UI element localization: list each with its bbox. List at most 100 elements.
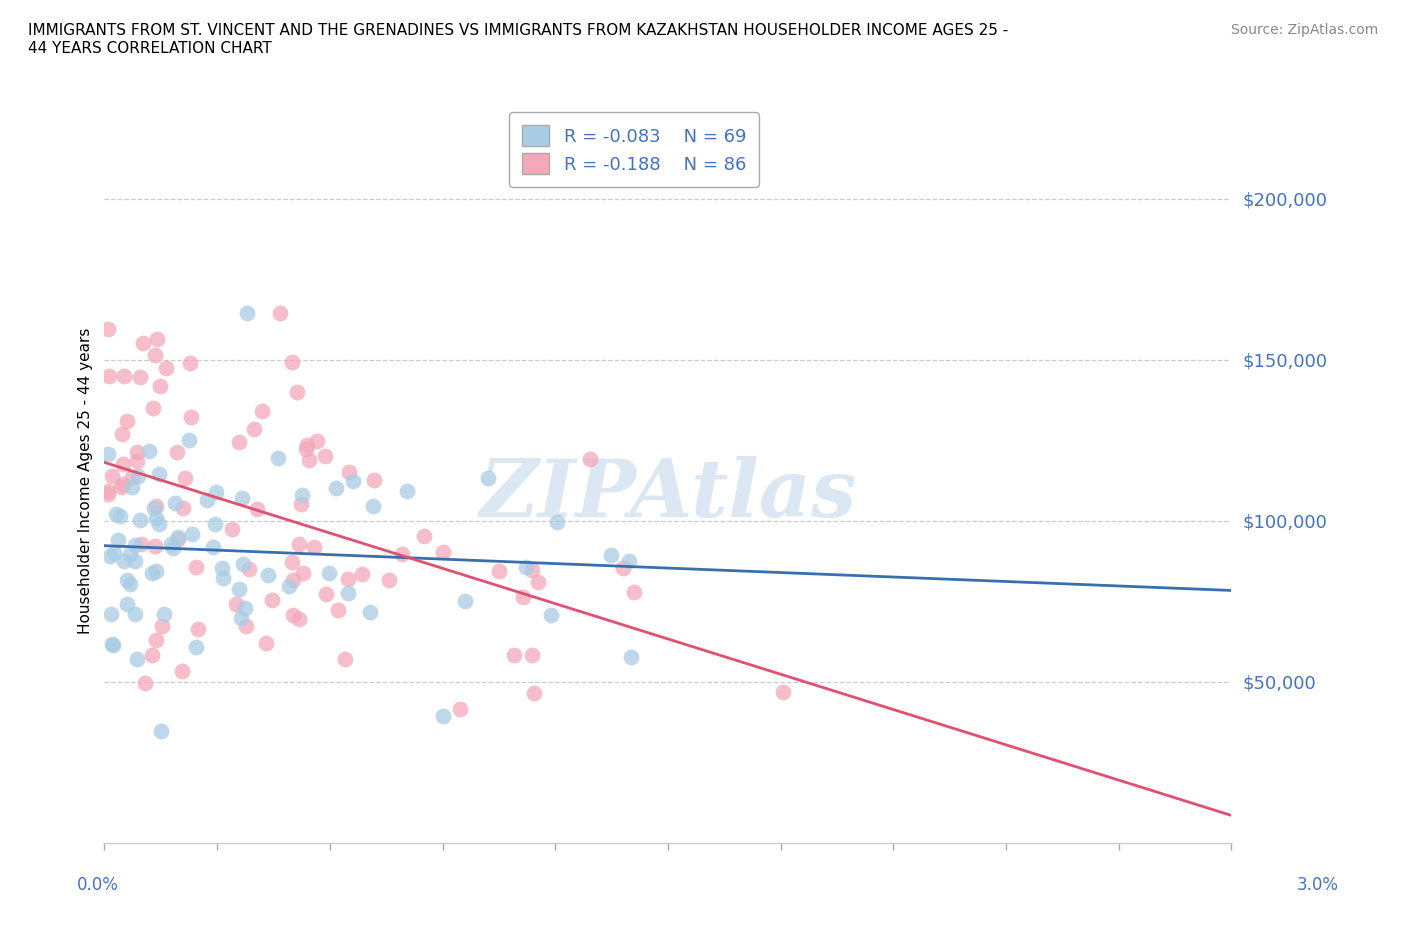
- Point: [412, 528, 434, 543]
- Point: [172, 500, 194, 515]
- Point: [145, 564, 167, 578]
- Point: [285, 384, 308, 399]
- Point: [266, 451, 288, 466]
- Point: [314, 448, 336, 463]
- Point: [280, 355, 302, 370]
- Point: [377, 573, 399, 588]
- Point: [205, 485, 228, 499]
- Point: [359, 604, 381, 619]
- Point: [174, 471, 197, 485]
- Point: [127, 445, 149, 459]
- Point: [180, 526, 202, 541]
- Text: 3.0%: 3.0%: [1296, 876, 1339, 895]
- Point: [619, 553, 641, 568]
- Point: [142, 501, 165, 516]
- Point: [772, 684, 794, 699]
- Point: [325, 480, 347, 495]
- Point: [295, 437, 318, 452]
- Point: [149, 724, 172, 738]
- Point: [520, 563, 543, 578]
- Point: [231, 557, 253, 572]
- Point: [288, 612, 311, 627]
- Point: [149, 379, 172, 393]
- Point: [225, 597, 247, 612]
- Point: [391, 547, 413, 562]
- Point: [302, 539, 325, 554]
- Point: [121, 480, 143, 495]
- Point: [540, 607, 562, 622]
- Point: [294, 441, 316, 456]
- Point: [520, 647, 543, 662]
- Point: [179, 355, 201, 370]
- Point: [112, 553, 135, 568]
- Point: [579, 452, 602, 467]
- Point: [623, 585, 645, 600]
- Point: [291, 487, 314, 502]
- Text: IMMIGRANTS FROM ST. VINCENT AND THE GRENADINES VS IMMIGRANTS FROM KAZAKHSTAN HOU: IMMIGRANTS FROM ST. VINCENT AND THE GREN…: [28, 23, 1008, 56]
- Point: [138, 444, 160, 458]
- Point: [211, 560, 233, 575]
- Point: [235, 618, 257, 633]
- Point: [143, 348, 166, 363]
- Point: [288, 537, 311, 551]
- Point: [163, 496, 186, 511]
- Point: [101, 468, 124, 483]
- Point: [250, 404, 273, 418]
- Point: [100, 636, 122, 651]
- Point: [231, 490, 253, 505]
- Point: [118, 577, 141, 591]
- Point: [395, 484, 418, 498]
- Point: [281, 607, 304, 622]
- Point: [127, 454, 149, 469]
- Point: [546, 515, 568, 530]
- Point: [201, 539, 224, 554]
- Point: [180, 410, 202, 425]
- Point: [336, 585, 359, 600]
- Point: [221, 522, 243, 537]
- Point: [142, 401, 165, 416]
- Point: [155, 360, 177, 375]
- Point: [134, 675, 156, 690]
- Point: [159, 537, 181, 551]
- Point: [512, 590, 534, 604]
- Point: [103, 546, 125, 561]
- Point: [143, 538, 166, 553]
- Point: [432, 545, 454, 560]
- Point: [167, 532, 190, 547]
- Point: [620, 649, 643, 664]
- Point: [111, 476, 134, 491]
- Point: [477, 471, 499, 485]
- Point: [148, 517, 170, 532]
- Point: [238, 562, 260, 577]
- Point: [526, 575, 548, 590]
- Point: [262, 593, 284, 608]
- Point: [298, 452, 321, 467]
- Point: [115, 413, 138, 428]
- Point: [98, 369, 121, 384]
- Point: [204, 517, 226, 532]
- Point: [97, 322, 120, 337]
- Point: [254, 635, 277, 650]
- Point: [111, 427, 134, 442]
- Point: [114, 368, 136, 383]
- Point: [291, 566, 314, 581]
- Point: [342, 473, 364, 488]
- Point: [148, 466, 170, 481]
- Point: [305, 433, 328, 448]
- Point: [515, 559, 537, 574]
- Point: [145, 633, 167, 648]
- Point: [315, 587, 337, 602]
- Point: [100, 606, 122, 621]
- Point: [103, 637, 125, 652]
- Point: [523, 685, 546, 700]
- Point: [281, 554, 304, 569]
- Point: [127, 652, 149, 667]
- Point: [256, 567, 278, 582]
- Point: [111, 457, 134, 472]
- Point: [124, 606, 146, 621]
- Point: [352, 566, 374, 581]
- Point: [166, 445, 188, 459]
- Point: [361, 498, 384, 513]
- Point: [363, 472, 385, 487]
- Text: Source: ZipAtlas.com: Source: ZipAtlas.com: [1230, 23, 1378, 37]
